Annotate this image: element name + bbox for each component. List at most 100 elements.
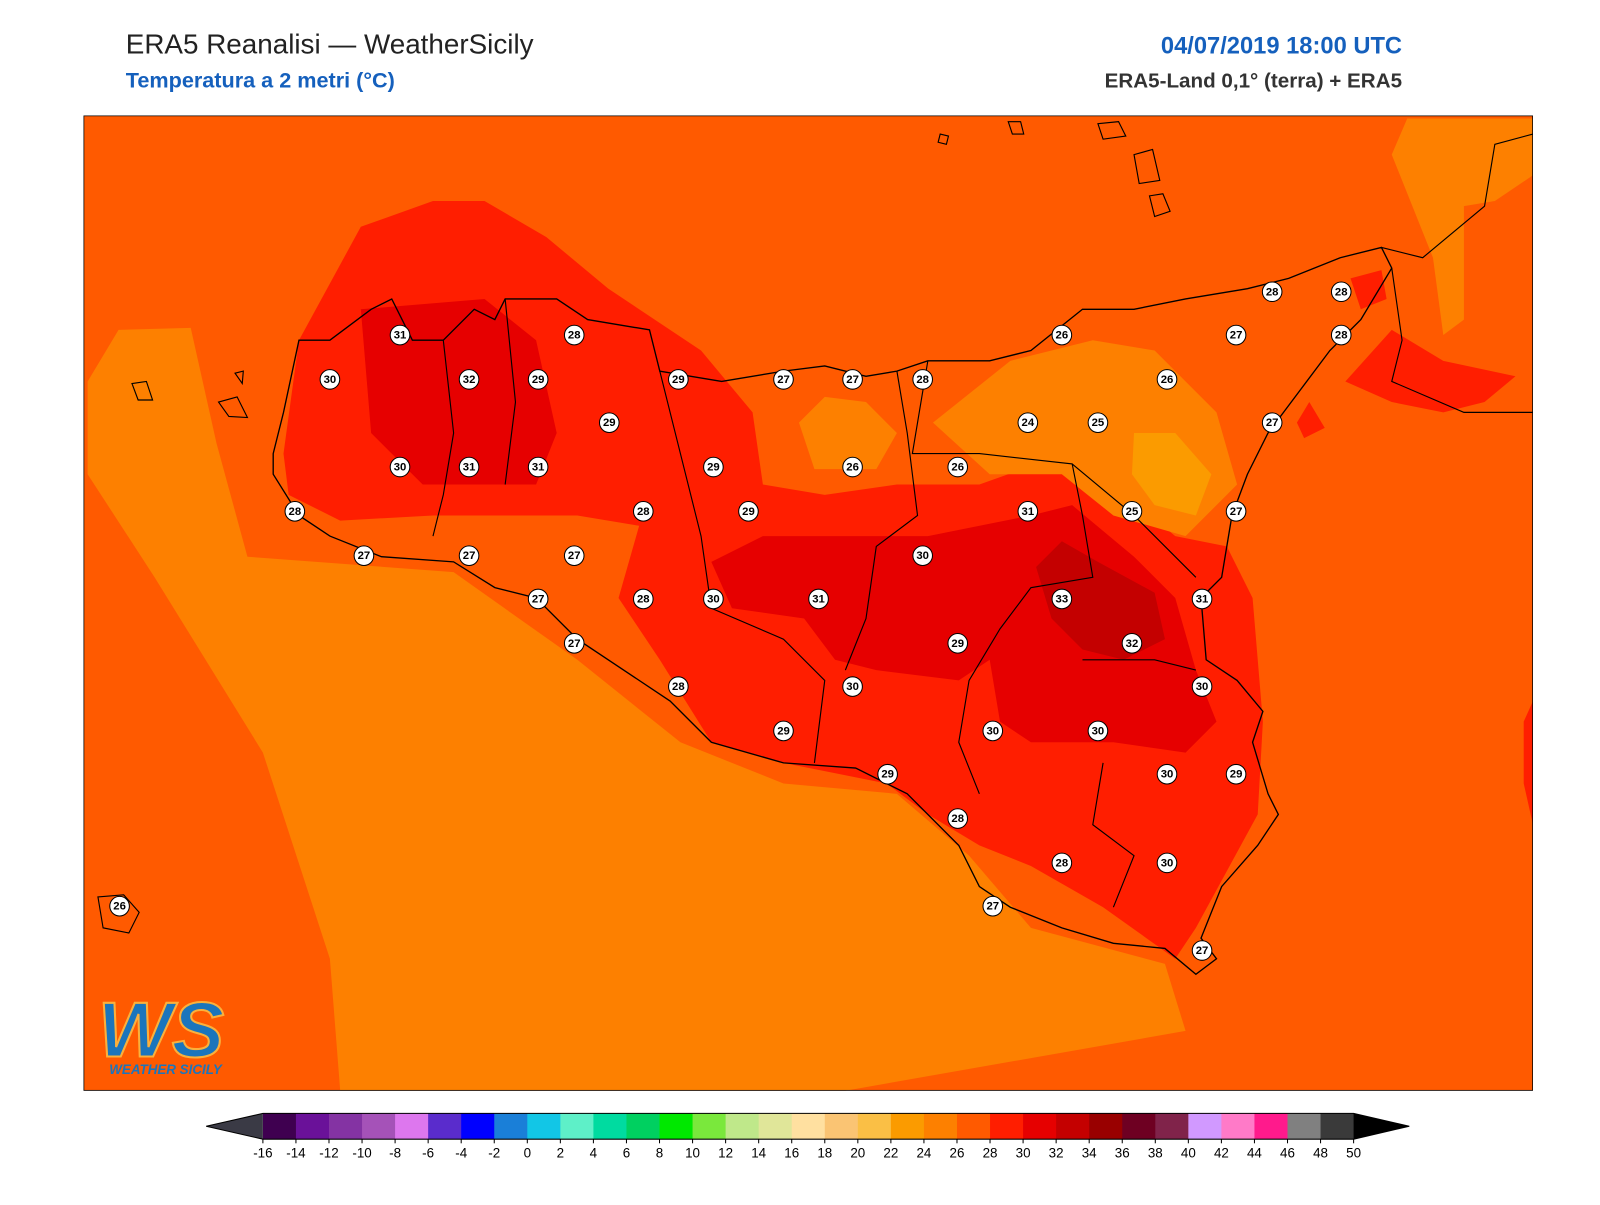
station-value: 32 <box>1126 638 1139 650</box>
station-marker <box>1051 588 1073 610</box>
station-value: 30 <box>1161 857 1174 869</box>
station-value: 25 <box>1126 506 1139 518</box>
station-value: 24 <box>1022 417 1035 429</box>
station-value: 28 <box>1335 330 1348 342</box>
station-marker <box>1261 412 1283 433</box>
colorbar-segment <box>956 1113 991 1140</box>
station-marker <box>842 369 863 390</box>
station-marker <box>842 456 863 478</box>
colorbar-segment <box>1089 1113 1123 1140</box>
station-marker <box>1156 369 1178 390</box>
station-marker <box>912 369 933 390</box>
stations: 28 28 31 28 26 27 28 30 32 29 29 27 27 28 26 29 24 25 27 30… <box>109 281 1352 961</box>
colorbar-under <box>206 1113 263 1140</box>
colorbar-over <box>1353 1113 1410 1140</box>
station-marker <box>1156 763 1178 785</box>
colorbar-tick-label: -2 <box>488 1146 500 1161</box>
station-value: 27 <box>846 374 859 386</box>
colorbar-tick-label: 30 <box>1016 1146 1031 1161</box>
colorbar-segment <box>328 1113 363 1140</box>
colorbar-segment <box>1023 1113 1057 1140</box>
colorbar-tick-label: 14 <box>751 1146 766 1161</box>
colorbar-segment <box>857 1113 892 1140</box>
station-value: 27 <box>1196 945 1209 957</box>
station-value: 28 <box>637 506 650 518</box>
logo-mark: WS <box>98 986 224 1074</box>
station-value: 29 <box>532 374 545 386</box>
colorbar-tick-label: 16 <box>784 1146 799 1161</box>
colorbar-tick-label: 26 <box>950 1146 965 1161</box>
colorbar-tick-label: 36 <box>1115 1146 1130 1161</box>
colorbar-segment <box>1221 1113 1255 1140</box>
station-value: 27 <box>532 593 545 605</box>
colorbar-segment <box>626 1113 661 1140</box>
title: ERA5 Reanalisi — WeatherSicily <box>126 29 534 60</box>
station-value: 27 <box>777 374 790 386</box>
colorbar-tick-label: -6 <box>422 1146 434 1161</box>
station-value: 26 <box>1161 374 1174 386</box>
station-value: 27 <box>568 550 581 562</box>
station-value: 29 <box>881 769 894 781</box>
colorbar-tick-label: 8 <box>656 1146 663 1161</box>
colorbar-tick-label: 12 <box>718 1146 733 1161</box>
colorbar-tick-label: -14 <box>286 1146 306 1161</box>
station-marker <box>563 324 585 346</box>
colorbar-segment <box>428 1113 462 1140</box>
station-marker <box>527 369 549 390</box>
station-value: 31 <box>1196 593 1209 605</box>
colorbar-tick-label: 50 <box>1346 1146 1361 1161</box>
station-marker <box>563 632 585 654</box>
station-marker <box>808 588 829 610</box>
colorbar-segment <box>295 1113 330 1140</box>
logo: WS WEATHER SICILY <box>97 985 225 1078</box>
station-marker <box>527 456 549 478</box>
station-marker <box>947 632 969 654</box>
station-value: 26 <box>113 901 126 913</box>
colorbar-tick-label: 22 <box>883 1146 898 1161</box>
station-marker <box>598 412 620 433</box>
station-value: 28 <box>916 374 929 386</box>
station-value: 33 <box>1056 593 1069 605</box>
station-marker <box>1191 676 1213 697</box>
station-marker <box>389 456 411 478</box>
colorbar-segment <box>824 1113 859 1140</box>
colorbar-segment <box>990 1113 1024 1140</box>
station-value: 28 <box>1335 286 1348 298</box>
datetime: 04/07/2019 18:00 UTC <box>1161 34 1402 60</box>
station-value: 26 <box>951 462 964 474</box>
colorbar-tick-label: 42 <box>1214 1146 1229 1161</box>
colorbar-segment <box>262 1113 297 1140</box>
colorbar-tick-label: 38 <box>1148 1146 1163 1161</box>
station-value: 30 <box>394 462 407 474</box>
station-value: 29 <box>603 417 616 429</box>
station-value: 30 <box>324 374 337 386</box>
station-value: 31 <box>812 593 825 605</box>
station-value: 26 <box>1056 330 1069 342</box>
station-marker <box>1330 324 1352 346</box>
station-value: 31 <box>463 462 476 474</box>
station-value: 28 <box>1056 857 1069 869</box>
station-marker <box>389 324 411 346</box>
station-marker <box>842 676 863 697</box>
colorbar-tick-label: 46 <box>1280 1146 1295 1161</box>
colorbar-segment <box>725 1113 760 1140</box>
station-value: 28 <box>951 813 964 825</box>
station-marker <box>109 895 130 917</box>
station-value: 28 <box>289 506 302 518</box>
station-value: 27 <box>1266 417 1279 429</box>
station-marker <box>1087 720 1109 742</box>
station-marker <box>458 369 480 390</box>
colorbar-tick-label: 40 <box>1181 1146 1196 1161</box>
colorbar-tick-label: 20 <box>850 1146 865 1161</box>
station-marker <box>1191 588 1213 610</box>
station-marker <box>458 456 480 478</box>
colorbar: -16 -14 -12 -10 -8 -6 -4 -2 0 2 4 6 8 10 12 14 16 18 20 22 2… <box>206 1112 1410 1161</box>
station-marker <box>1017 501 1039 522</box>
station-value: 29 <box>777 725 790 737</box>
colorbar-segment <box>461 1113 495 1140</box>
station-marker <box>877 763 898 785</box>
station-marker <box>738 501 759 522</box>
station-marker <box>319 369 341 390</box>
station-marker <box>527 588 549 610</box>
colorbar-segment <box>362 1113 396 1140</box>
